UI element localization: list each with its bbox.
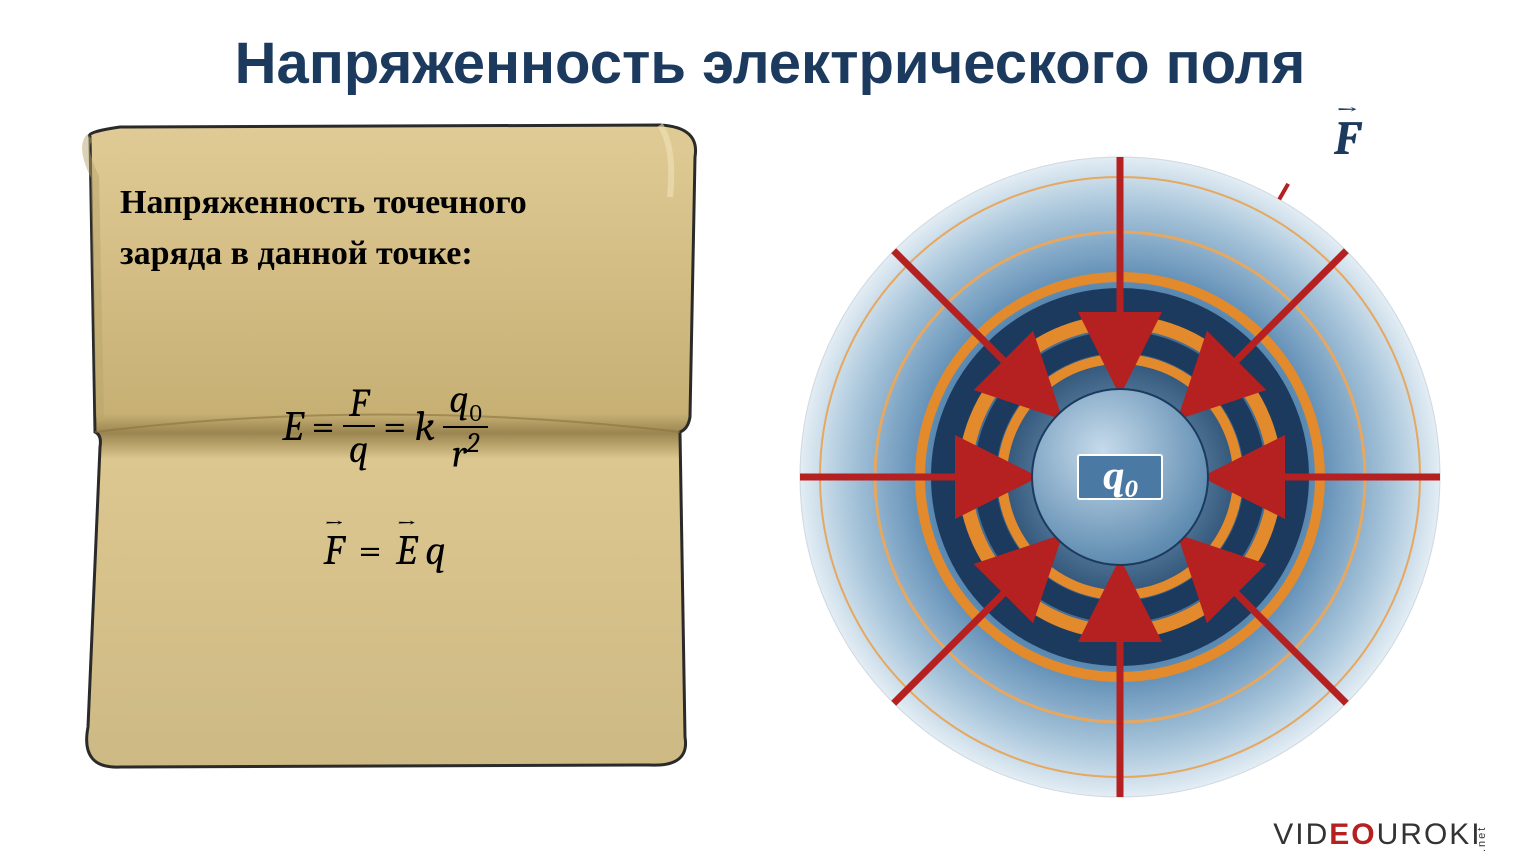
content-row: Напряженность точечного заряда в данной …: [0, 97, 1540, 817]
page-title: Напряженность электрического поля: [0, 0, 1540, 97]
formula-1: E = F q = k q0 r2: [60, 377, 710, 476]
f1-eq2: =: [383, 402, 406, 451]
wm-eo: EO: [1329, 818, 1376, 851]
wm-net: .net: [1476, 826, 1488, 852]
force-label: F: [1334, 111, 1360, 166]
wm-vid: VID: [1273, 818, 1329, 851]
formula-block: E = F q = k q0 r2 F = E q: [60, 377, 710, 575]
q: q: [449, 376, 469, 422]
wm-rest: UROKI: [1377, 818, 1482, 851]
sup2: 2: [467, 427, 480, 459]
heading-line2: заряда в данной точке:: [120, 235, 473, 272]
f1-frac2: q0 r2: [443, 377, 488, 476]
f1-frac2-den: r2: [445, 428, 485, 475]
f1-k: k: [414, 402, 435, 451]
formula-2: F = E q: [60, 526, 710, 575]
f1-frac2-num: q0: [443, 377, 488, 428]
watermark: VIDEOUROKI.net: [1273, 818, 1510, 852]
sub0: 0: [469, 399, 481, 427]
r: r: [451, 431, 466, 477]
f2-eq: =: [358, 526, 381, 575]
f1-frac1-den: q: [343, 427, 375, 471]
f1-frac1-num: F: [343, 381, 375, 427]
diagram-svg: q0: [770, 117, 1470, 837]
f2-F: F: [324, 526, 345, 575]
parchment-heading: Напряженность точечного заряда в данной …: [120, 177, 670, 279]
field-diagram: F q0: [770, 117, 1470, 817]
f2-q: q: [425, 526, 447, 575]
f1-frac1: F q: [343, 381, 375, 471]
heading-line1: Напряженность точечного: [120, 184, 527, 221]
f1-lhs: E: [282, 402, 303, 451]
f1-eq: =: [311, 402, 334, 451]
parchment-panel: Напряженность точечного заряда в данной …: [60, 117, 710, 777]
f2-E: E: [396, 526, 417, 575]
